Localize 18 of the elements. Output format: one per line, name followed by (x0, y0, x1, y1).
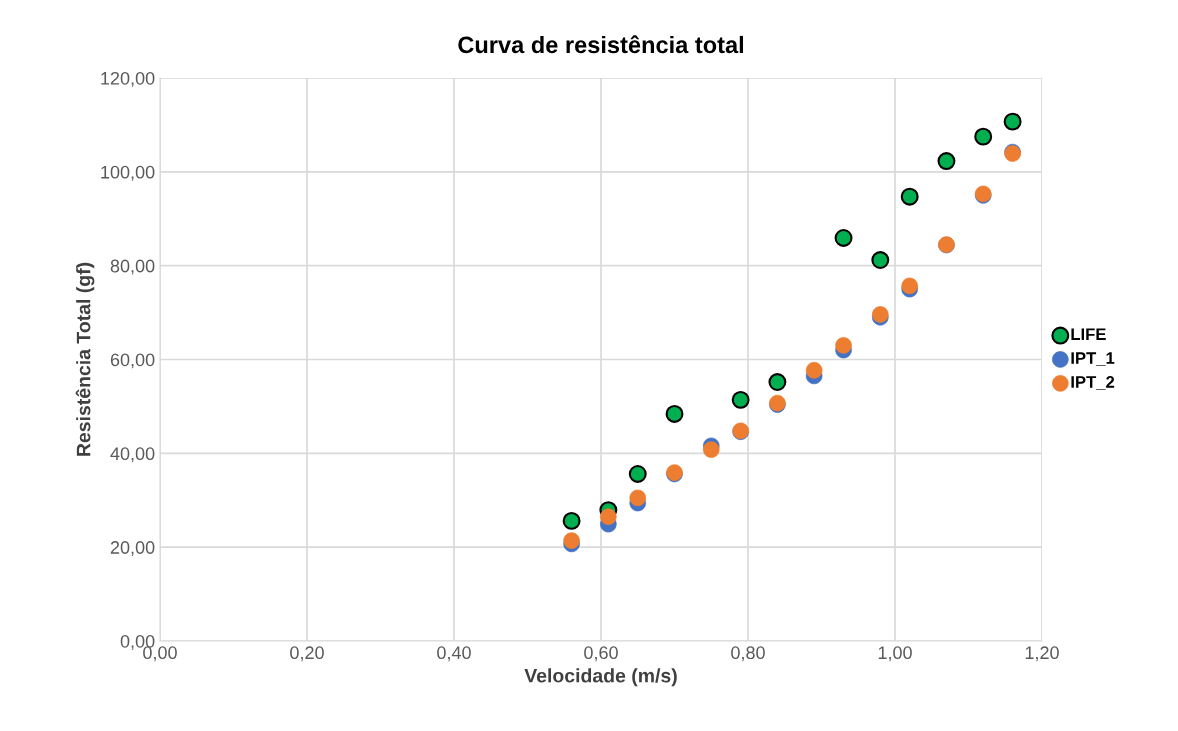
y-tick-label: 60,00 (110, 353, 155, 369)
y-tick-label: 40,00 (110, 447, 155, 463)
x-tick-label: 0,40 (437, 646, 471, 662)
x-tick-label: 0,60 (584, 646, 618, 662)
x-tick-label: 0,20 (290, 646, 324, 662)
y-tick-label: 20,00 (110, 541, 155, 557)
legend-label: LIFE (1071, 328, 1106, 340)
legend-label: IPT_2 (1071, 376, 1115, 390)
x-tick-label: 0,80 (731, 646, 765, 662)
x-tick-label: 1,20 (1025, 646, 1059, 662)
y-tick-label: 80,00 (110, 259, 155, 275)
x-axis-title: Velocidade (m/s) (524, 668, 677, 687)
y-tick-label: 120,00 (101, 71, 155, 87)
chart-title: Curva de resistência total (458, 35, 744, 54)
x-tick-label: 1,00 (878, 646, 912, 662)
y-tick-label: 100,00 (101, 165, 155, 181)
y-axis-title: Resistência Total (gf) (75, 262, 95, 456)
legend-label: IPT_1 (1071, 352, 1115, 366)
